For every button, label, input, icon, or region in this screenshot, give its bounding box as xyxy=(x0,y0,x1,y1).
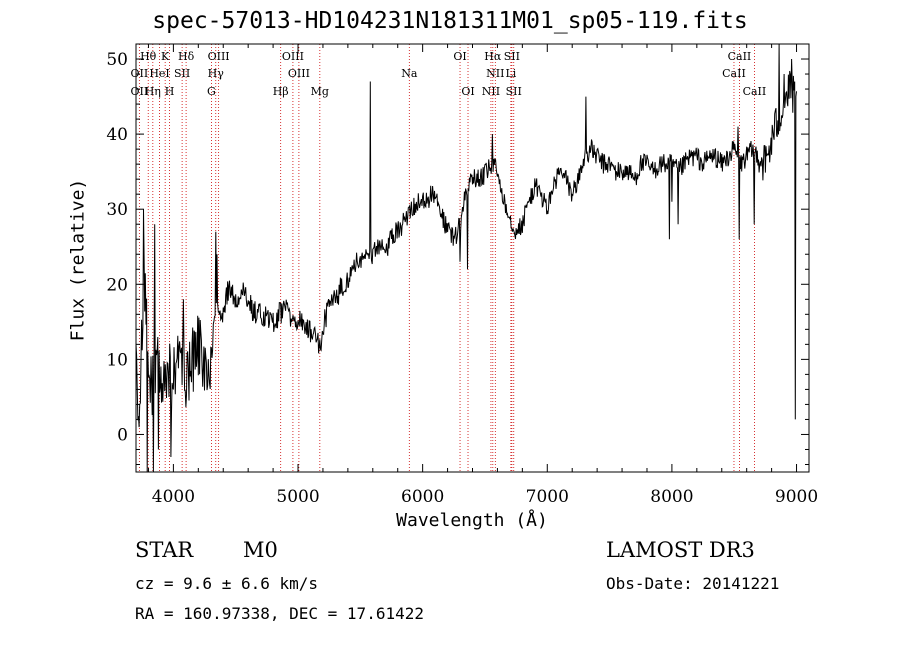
y-axis-label: Flux (relative) xyxy=(67,178,89,342)
x-tick-label: 6000 xyxy=(401,487,444,507)
coordinates-text: RA = 160.97338, DEC = 17.61422 xyxy=(135,604,424,623)
x-axis-label: Wavelength (Å) xyxy=(396,510,548,531)
y-tick-label: 0 xyxy=(117,425,128,445)
annotation-label: Hη xyxy=(145,85,161,98)
annotation-label: NII xyxy=(482,85,500,98)
line-markers xyxy=(138,44,755,472)
annotation-label: K xyxy=(161,50,170,63)
y-tick-label: 30 xyxy=(106,200,128,220)
annotation-label: Mg xyxy=(311,85,329,98)
annotation-label: SII xyxy=(506,85,522,98)
annotation-label: CaII xyxy=(743,85,767,98)
annotation-label: OII xyxy=(131,85,149,98)
axis-ticks: 4000 5000 6000 7000 8000 9000 0 10 20 30 40 50 xyxy=(106,43,818,507)
y-tick-label: 20 xyxy=(106,275,128,295)
annotation-label: Hβ xyxy=(273,85,289,98)
annotation-label: OIII xyxy=(288,67,310,80)
annotation-label: SII xyxy=(504,50,520,63)
annotation-label: Na xyxy=(401,67,418,80)
annotation-label: Hα xyxy=(484,50,502,63)
annotation-label: OI xyxy=(453,50,466,63)
annotation-label: CaII xyxy=(728,50,752,63)
plot-frame xyxy=(135,43,810,473)
annotation-label: Hγ xyxy=(208,67,225,80)
annotation-label: OII xyxy=(131,67,149,80)
y-tick-label: 50 xyxy=(106,50,128,70)
x-tick-label: 5000 xyxy=(276,487,319,507)
annotation-label: Li xyxy=(505,67,516,80)
spectrum-line xyxy=(135,43,797,473)
x-tick-label: 8000 xyxy=(650,487,693,507)
subclass-label: M0 xyxy=(243,538,278,562)
annotation-label: OIII xyxy=(208,50,230,63)
annotation-label: Hδ xyxy=(178,50,195,63)
redshift-text: cz = 9.6 ± 6.6 km/s xyxy=(135,574,319,593)
y-tick-label: 40 xyxy=(106,125,128,145)
x-tick-label: 4000 xyxy=(152,487,195,507)
annotation-label: Hθ xyxy=(140,50,157,63)
class-label: STAR xyxy=(135,538,194,562)
annotation-label: G xyxy=(207,85,216,98)
obs-date-text: Obs-Date: 20141221 xyxy=(606,574,780,593)
survey-label: LAMOST DR3 xyxy=(606,538,755,562)
annotation-label: OIII xyxy=(282,50,304,63)
chart-title: spec-57013-HD104231N181311M01_sp05-119.f… xyxy=(152,8,748,34)
y-tick-label: 10 xyxy=(106,350,128,370)
x-tick-label: 9000 xyxy=(775,487,818,507)
annotation-label: CaII xyxy=(722,67,746,80)
annotation-label: OI xyxy=(461,85,474,98)
annotation-label: HeI xyxy=(149,67,169,80)
annotation-label: SII xyxy=(174,67,190,80)
annotation-label: H xyxy=(165,85,175,98)
x-tick-label: 7000 xyxy=(526,487,569,507)
annotation-label: NII xyxy=(486,67,504,80)
